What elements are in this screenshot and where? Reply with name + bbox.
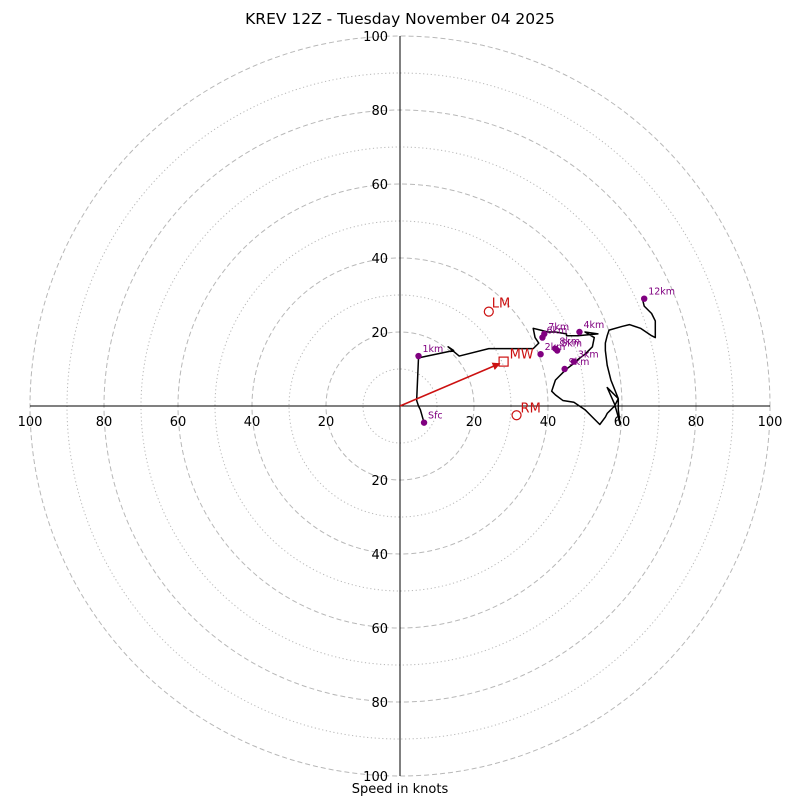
height-label-5km: 5km [561, 339, 582, 350]
tick-label-y-pos: 40 [371, 252, 388, 267]
height-label-9km: 9km [569, 357, 590, 368]
height-label-1km: 1km [423, 344, 444, 355]
tick-label-y-neg: 60 [371, 622, 388, 637]
tick-label-y-neg: 80 [371, 696, 388, 711]
height-label-6km: 6km [546, 326, 567, 337]
right-mover-label: RM [521, 401, 541, 416]
height-marker-12km [641, 295, 648, 302]
height-label-12km: 12km [648, 287, 675, 298]
hodograph-trace-group [415, 298, 657, 426]
tick-label-x-neg: 60 [170, 415, 187, 430]
mean-wind-label: MW [510, 348, 534, 363]
height-label-4km: 4km [583, 320, 604, 331]
mean-wind-marker [498, 356, 509, 367]
chart-title: KREV 12Z - Tuesday November 04 2025 [245, 10, 555, 28]
height-label-3km: 3km [578, 350, 599, 361]
tick-label-x-pos: 20 [466, 415, 483, 430]
tick-label-x-neg: 40 [244, 415, 261, 430]
tick-label-y-neg: 40 [371, 548, 388, 563]
height-label-sfc: Sfc [428, 411, 443, 422]
tick-label-y-neg: 20 [371, 474, 388, 489]
tick-label-y-pos: 100 [363, 30, 388, 45]
tick-label-x-pos: 80 [688, 415, 705, 430]
storm-motion-group: MW LM RM [399, 297, 541, 421]
x-axis-label: Speed in knots [351, 782, 449, 797]
mean-wind-arrow [399, 362, 501, 407]
tick-label-y-pos: 80 [371, 104, 388, 119]
height-label-8km: 8km [559, 337, 580, 348]
right-mover-marker [511, 410, 522, 421]
height-marker-2km [537, 351, 544, 358]
height-label-7km: 7km [548, 322, 569, 333]
tick-label-x-neg: 80 [96, 415, 113, 430]
height-marker-4km [576, 328, 583, 336]
left-mover-marker [483, 306, 494, 317]
height-marker-7km [541, 330, 548, 338]
tick-label-y-neg: 100 [363, 770, 388, 785]
left-mover-label: LM [492, 297, 510, 312]
tick-label-x-pos: 40 [540, 415, 557, 430]
height-marker-8km [552, 345, 559, 352]
height-marker-3km [570, 358, 578, 365]
tick-label-x-pos: 100 [758, 415, 783, 430]
height-marker-9km [561, 365, 568, 373]
tick-label-x-neg: 20 [318, 415, 335, 430]
height-marker-1km [415, 352, 422, 360]
height-marker-sfc [420, 419, 428, 426]
hodograph-trace [415, 298, 657, 426]
tick-label-x-pos: 60 [614, 415, 631, 430]
tick-label-y-pos: 20 [371, 326, 388, 341]
tick-label-y-pos: 60 [371, 178, 388, 193]
tick-labels: 20 20 20 20 40 40 40 40 60 60 60 60 80 80 80 80 100 100 10… [18, 30, 783, 785]
tick-label-x-neg: 100 [18, 415, 43, 430]
height-markers: Sfc1km2km3km4km5km6km7km8km9km12km [415, 287, 675, 426]
